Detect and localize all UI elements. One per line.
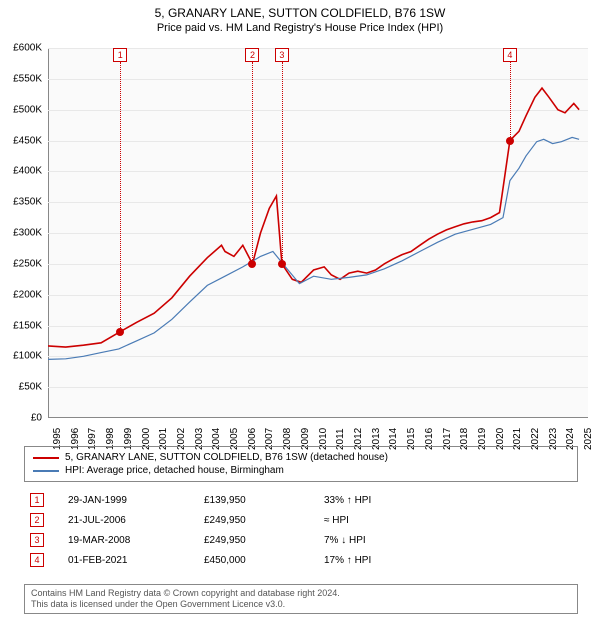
marker-dot	[116, 328, 124, 336]
chart-lines-svg	[48, 48, 588, 418]
y-axis-label: £400K	[13, 166, 42, 177]
footnote-line: This data is licensed under the Open Gov…	[31, 599, 571, 610]
legend-label: 5, GRANARY LANE, SUTTON COLDFIELD, B76 1…	[65, 452, 388, 463]
x-axis-label: 2025	[583, 428, 594, 450]
transaction-row: 1 29-JAN-1999 £139,950 33% ↑ HPI	[24, 490, 578, 510]
transaction-date: 21-JUL-2006	[54, 515, 194, 526]
marker-dot	[506, 137, 514, 145]
transaction-price: £249,950	[204, 515, 314, 526]
transaction-number-box: 2	[30, 513, 44, 527]
transaction-row: 2 21-JUL-2006 £249,950 ≈ HPI	[24, 510, 578, 530]
marker-number-box: 1	[113, 48, 127, 62]
marker-number-box: 3	[275, 48, 289, 62]
y-axis-label: £150K	[13, 320, 42, 331]
transaction-date: 29-JAN-1999	[54, 495, 194, 506]
transaction-price: £139,950	[204, 495, 314, 506]
y-axis-label: £500K	[13, 104, 42, 115]
series-line-hpi	[48, 137, 579, 359]
transaction-hpi-delta: 7% ↓ HPI	[324, 535, 578, 546]
marker-number-box: 2	[245, 48, 259, 62]
legend-row: HPI: Average price, detached house, Birm…	[33, 464, 569, 477]
transaction-hpi-delta: ≈ HPI	[324, 515, 578, 526]
legend-label: HPI: Average price, detached house, Birm…	[65, 465, 284, 476]
chart-plot-area: £0£50K£100K£150K£200K£250K£300K£350K£400…	[48, 48, 588, 418]
y-axis-label: £0	[31, 413, 42, 424]
marker-dot	[278, 260, 286, 268]
y-axis-label: £450K	[13, 135, 42, 146]
transaction-number-box: 3	[30, 533, 44, 547]
marker-number-box: 4	[503, 48, 517, 62]
series-line-price_paid	[48, 88, 579, 347]
marker-dot	[248, 260, 256, 268]
y-axis-label: £300K	[13, 228, 42, 239]
transaction-table: 1 29-JAN-1999 £139,950 33% ↑ HPI 2 21-JUL-200…	[24, 490, 578, 570]
y-axis-label: £50K	[19, 382, 42, 393]
legend-swatch	[33, 470, 59, 472]
footnote-line: Contains HM Land Registry data © Crown c…	[31, 588, 571, 599]
legend-swatch	[33, 457, 59, 459]
chart-container: 5, GRANARY LANE, SUTTON COLDFIELD, B76 1…	[0, 0, 600, 620]
transaction-hpi-delta: 17% ↑ HPI	[324, 555, 578, 566]
y-axis-label: £250K	[13, 258, 42, 269]
y-axis-label: £550K	[13, 73, 42, 84]
transaction-price: £249,950	[204, 535, 314, 546]
legend-box: 5, GRANARY LANE, SUTTON COLDFIELD, B76 1…	[24, 446, 578, 482]
y-axis-label: £200K	[13, 289, 42, 300]
transaction-row: 4 01-FEB-2021 £450,000 17% ↑ HPI	[24, 550, 578, 570]
transaction-number-box: 1	[30, 493, 44, 507]
y-axis-label: £350K	[13, 197, 42, 208]
transaction-row: 3 19-MAR-2008 £249,950 7% ↓ HPI	[24, 530, 578, 550]
y-axis-label: £600K	[13, 43, 42, 54]
transaction-price: £450,000	[204, 555, 314, 566]
chart-subtitle: Price paid vs. HM Land Registry's House …	[0, 20, 600, 34]
chart-title: 5, GRANARY LANE, SUTTON COLDFIELD, B76 1…	[0, 0, 600, 20]
y-axis-label: £100K	[13, 351, 42, 362]
transaction-date: 19-MAR-2008	[54, 535, 194, 546]
transaction-date: 01-FEB-2021	[54, 555, 194, 566]
footnote-box: Contains HM Land Registry data © Crown c…	[24, 584, 578, 615]
transaction-hpi-delta: 33% ↑ HPI	[324, 495, 578, 506]
transaction-number-box: 4	[30, 553, 44, 567]
legend-row: 5, GRANARY LANE, SUTTON COLDFIELD, B76 1…	[33, 451, 569, 464]
